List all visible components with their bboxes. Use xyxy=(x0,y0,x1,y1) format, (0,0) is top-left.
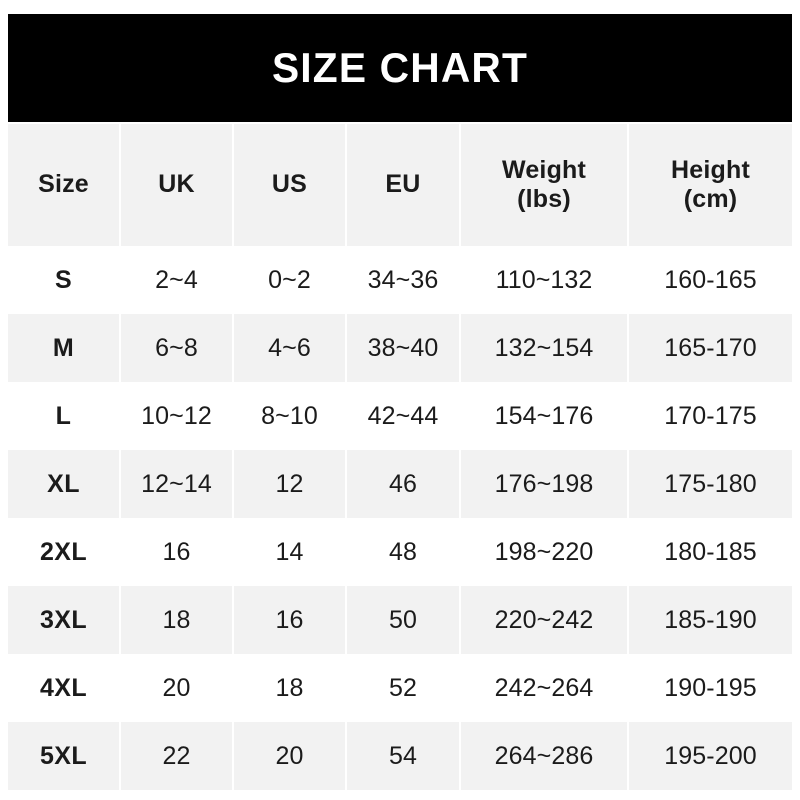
cell-us: 12 xyxy=(234,450,347,518)
table-row: 3XL 18 16 50 220~242 185-190 xyxy=(8,586,792,654)
title-banner: SIZE CHART xyxy=(8,14,792,122)
cell-height: 195-200 xyxy=(629,722,792,790)
table-body: S 2~4 0~2 34~36 110~132 160-165 M 6~8 4~… xyxy=(8,246,792,790)
column-header-height-label: Height xyxy=(671,155,750,184)
cell-weight: 242~264 xyxy=(461,654,629,722)
cell-size: M xyxy=(8,314,121,382)
cell-weight: 176~198 xyxy=(461,450,629,518)
table-row: 2XL 16 14 48 198~220 180-185 xyxy=(8,518,792,586)
cell-us: 18 xyxy=(234,654,347,722)
column-header-size-label: Size xyxy=(38,170,89,199)
cell-us: 16 xyxy=(234,586,347,654)
column-header-uk: UK xyxy=(121,124,234,246)
cell-height: 170-175 xyxy=(629,382,792,450)
cell-size: 4XL xyxy=(8,654,121,722)
table-header: Size UK US EU Weight (lbs) Height (cm) xyxy=(8,124,792,246)
column-header-eu-label: EU xyxy=(385,170,421,199)
cell-uk: 22 xyxy=(121,722,234,790)
size-chart-table: Size UK US EU Weight (lbs) Height (cm) S 2… xyxy=(8,124,792,790)
column-header-eu: EU xyxy=(347,124,461,246)
column-header-us: US xyxy=(234,124,347,246)
cell-size: 2XL xyxy=(8,518,121,586)
column-header-weight-label: Weight xyxy=(501,155,587,184)
table-header-row: Size UK US EU Weight (lbs) Height (cm) xyxy=(8,124,792,246)
cell-size: S xyxy=(8,246,121,314)
cell-size: 5XL xyxy=(8,722,121,790)
cell-height: 190-195 xyxy=(629,654,792,722)
cell-height: 180-185 xyxy=(629,518,792,586)
cell-size: L xyxy=(8,382,121,450)
column-header-us-label: US xyxy=(271,170,308,199)
cell-eu: 50 xyxy=(347,586,461,654)
cell-weight: 132~154 xyxy=(461,314,629,382)
cell-weight: 198~220 xyxy=(461,518,629,586)
column-header-height-unit: (cm) xyxy=(683,185,738,213)
cell-eu: 42~44 xyxy=(347,382,461,450)
table-row: M 6~8 4~6 38~40 132~154 165-170 xyxy=(8,314,792,382)
cell-us: 20 xyxy=(234,722,347,790)
column-header-weight-unit: (lbs) xyxy=(517,185,571,213)
cell-us: 8~10 xyxy=(234,382,347,450)
cell-uk: 6~8 xyxy=(121,314,234,382)
cell-weight: 220~242 xyxy=(461,586,629,654)
cell-height: 160-165 xyxy=(629,246,792,314)
cell-eu: 34~36 xyxy=(347,246,461,314)
column-header-size: Size xyxy=(8,124,121,246)
column-header-uk-label: UK xyxy=(158,170,195,199)
table-row: XL 12~14 12 46 176~198 175-180 xyxy=(8,450,792,518)
cell-us: 14 xyxy=(234,518,347,586)
cell-uk: 2~4 xyxy=(121,246,234,314)
cell-us: 0~2 xyxy=(234,246,347,314)
cell-eu: 38~40 xyxy=(347,314,461,382)
cell-uk: 10~12 xyxy=(121,382,234,450)
cell-height: 175-180 xyxy=(629,450,792,518)
cell-weight: 154~176 xyxy=(461,382,629,450)
cell-weight: 264~286 xyxy=(461,722,629,790)
cell-uk: 12~14 xyxy=(121,450,234,518)
column-header-height: Height (cm) xyxy=(629,124,792,246)
cell-height: 165-170 xyxy=(629,314,792,382)
cell-height: 185-190 xyxy=(629,586,792,654)
cell-eu: 48 xyxy=(347,518,461,586)
table-row: S 2~4 0~2 34~36 110~132 160-165 xyxy=(8,246,792,314)
column-header-weight: Weight (lbs) xyxy=(461,124,629,246)
cell-eu: 52 xyxy=(347,654,461,722)
cell-size: 3XL xyxy=(8,586,121,654)
page-title: SIZE CHART xyxy=(271,44,529,91)
cell-us: 4~6 xyxy=(234,314,347,382)
cell-uk: 18 xyxy=(121,586,234,654)
cell-eu: 54 xyxy=(347,722,461,790)
cell-eu: 46 xyxy=(347,450,461,518)
table-row: 5XL 22 20 54 264~286 195-200 xyxy=(8,722,792,790)
cell-uk: 20 xyxy=(121,654,234,722)
cell-size: XL xyxy=(8,450,121,518)
cell-uk: 16 xyxy=(121,518,234,586)
cell-weight: 110~132 xyxy=(461,246,629,314)
table-row: L 10~12 8~10 42~44 154~176 170-175 xyxy=(8,382,792,450)
table-row: 4XL 20 18 52 242~264 190-195 xyxy=(8,654,792,722)
